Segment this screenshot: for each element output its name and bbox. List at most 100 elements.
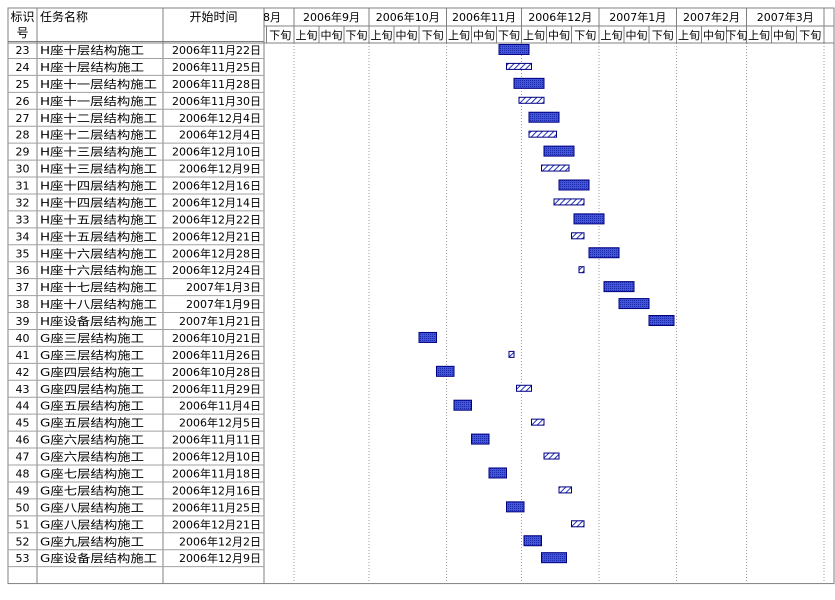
dekad-label: 中旬 — [626, 29, 648, 42]
month-label: 2007年3月 — [757, 10, 814, 24]
dekad-label: 中旬 — [548, 29, 570, 42]
task-id: 50 — [16, 501, 30, 514]
task-id: 25 — [16, 78, 30, 91]
task-name: H座十八层结构施工 — [40, 297, 157, 311]
task-start: 2006年12月16日 — [172, 179, 261, 193]
gantt-bar — [523, 535, 542, 547]
task-name: H座十二层结构施工 — [40, 128, 157, 142]
task-id: 52 — [16, 535, 30, 548]
dekad-label: 上旬 — [601, 29, 623, 42]
task-name: G座八层结构施工 — [40, 500, 144, 514]
gantt-bar — [498, 43, 530, 55]
task-name: H座十三层结构施工 — [40, 145, 157, 159]
task-start: 2006年12月5日 — [179, 416, 261, 430]
task-start: 2006年11月22日 — [172, 43, 261, 57]
dekad-label: 下旬 — [574, 29, 596, 42]
dekad-label: 下旬 — [799, 29, 821, 42]
gantt-bar-hatched — [571, 232, 585, 240]
task-start: 2006年12月21日 — [172, 517, 261, 531]
gantt-bar — [573, 213, 605, 225]
header-task-name: 任务名称 — [40, 9, 88, 24]
task-id: 24 — [16, 61, 30, 74]
dekad-label: 上旬 — [748, 29, 770, 42]
task-name: H座十层结构施工 — [40, 60, 144, 74]
task-name: G座八层结构施工 — [40, 517, 144, 531]
task-id: 26 — [16, 95, 30, 108]
gantt-bar-hatched — [516, 384, 532, 392]
task-start: 2007年1月9日 — [186, 297, 261, 311]
gantt-bar-hatched — [506, 62, 532, 70]
task-name: G座五层结构施工 — [40, 416, 144, 430]
task-name: G座九层结构施工 — [40, 534, 144, 548]
task-start: 2006年12月10日 — [172, 145, 261, 159]
task-name: H座十一层结构施工 — [40, 94, 157, 108]
gantt-bar-hatched — [571, 520, 585, 528]
task-name: G座四层结构施工 — [40, 382, 144, 396]
dekad-label: 下旬 — [726, 29, 748, 42]
task-name: G座七层结构施工 — [40, 483, 144, 497]
task-name: H座十一层结构施工 — [40, 77, 157, 91]
dekad-label: 中旬 — [703, 29, 725, 42]
task-id: 46 — [16, 434, 30, 447]
task-name: G座三层结构施工 — [40, 331, 144, 345]
gantt-bar — [453, 399, 472, 411]
task-id: 48 — [16, 468, 30, 481]
gantt-bar-hatched — [508, 350, 515, 358]
month-label: 8月 — [263, 11, 281, 24]
task-start: 2006年11月30日 — [172, 94, 261, 108]
month-label: 2007年2月 — [683, 10, 740, 24]
gantt-bar — [506, 501, 525, 513]
task-id: 47 — [16, 451, 30, 464]
task-id: 29 — [16, 146, 30, 159]
task-name: G座六层结构施工 — [40, 433, 144, 447]
task-id: 39 — [16, 315, 30, 328]
gantt-bar — [648, 315, 675, 327]
task-start: 2006年12月24日 — [172, 263, 261, 277]
task-id: 38 — [16, 298, 30, 311]
task-id: 34 — [16, 230, 30, 243]
task-start: 2006年12月4日 — [179, 128, 261, 142]
task-id: 30 — [16, 163, 30, 176]
dekad-label: 下旬 — [422, 29, 444, 42]
task-name: G座四层结构施工 — [40, 365, 144, 379]
task-start: 2006年11月29日 — [172, 382, 261, 396]
gantt-bar-hatched — [543, 452, 560, 460]
task-id: 53 — [16, 552, 30, 565]
task-id: 43 — [16, 383, 30, 396]
task-id: 31 — [16, 180, 30, 193]
task-start: 2006年11月11日 — [172, 433, 261, 447]
month-label: 2007年1月 — [609, 10, 666, 24]
month-label: 2006年12月 — [528, 10, 592, 24]
task-start: 2006年11月25日 — [172, 500, 261, 514]
task-id: 27 — [16, 112, 30, 125]
task-name: H座十五层结构施工 — [40, 212, 157, 226]
gantt-bar — [528, 111, 560, 123]
task-start: 2006年12月28日 — [172, 246, 261, 260]
header-id-line1: 标识 — [10, 10, 34, 24]
task-name: H座十层结构施工 — [40, 43, 144, 57]
task-start: 2006年12月4日 — [179, 111, 261, 125]
gantt-bar — [488, 467, 507, 479]
task-name: G座六层结构施工 — [40, 450, 144, 464]
dekad-label: 上旬 — [523, 29, 545, 42]
gantt-bar — [471, 433, 490, 445]
gantt-bar — [541, 552, 567, 564]
task-name: H座十六层结构施工 — [40, 263, 157, 277]
dekad-label: 上旬 — [678, 29, 700, 42]
header-id-line2: 号 — [16, 26, 28, 40]
task-id: 42 — [16, 366, 30, 379]
task-id: 35 — [16, 247, 30, 260]
gantt-bar-hatched — [541, 164, 570, 172]
task-start: 2006年12月14日 — [172, 195, 261, 209]
task-name: G座五层结构施工 — [40, 399, 144, 413]
task-start: 2006年12月2日 — [179, 534, 261, 548]
gantt-bar — [436, 365, 455, 377]
task-id: 33 — [16, 213, 30, 226]
task-name: H座十四层结构施工 — [40, 195, 157, 209]
task-name: H座设备层结构施工 — [40, 314, 157, 328]
month-label: 2006年10月 — [376, 10, 440, 24]
task-name: H座十四层结构施工 — [40, 179, 157, 193]
dekad-label: 上旬 — [296, 29, 318, 42]
task-id: 36 — [16, 264, 30, 277]
gantt-bar — [588, 247, 620, 259]
